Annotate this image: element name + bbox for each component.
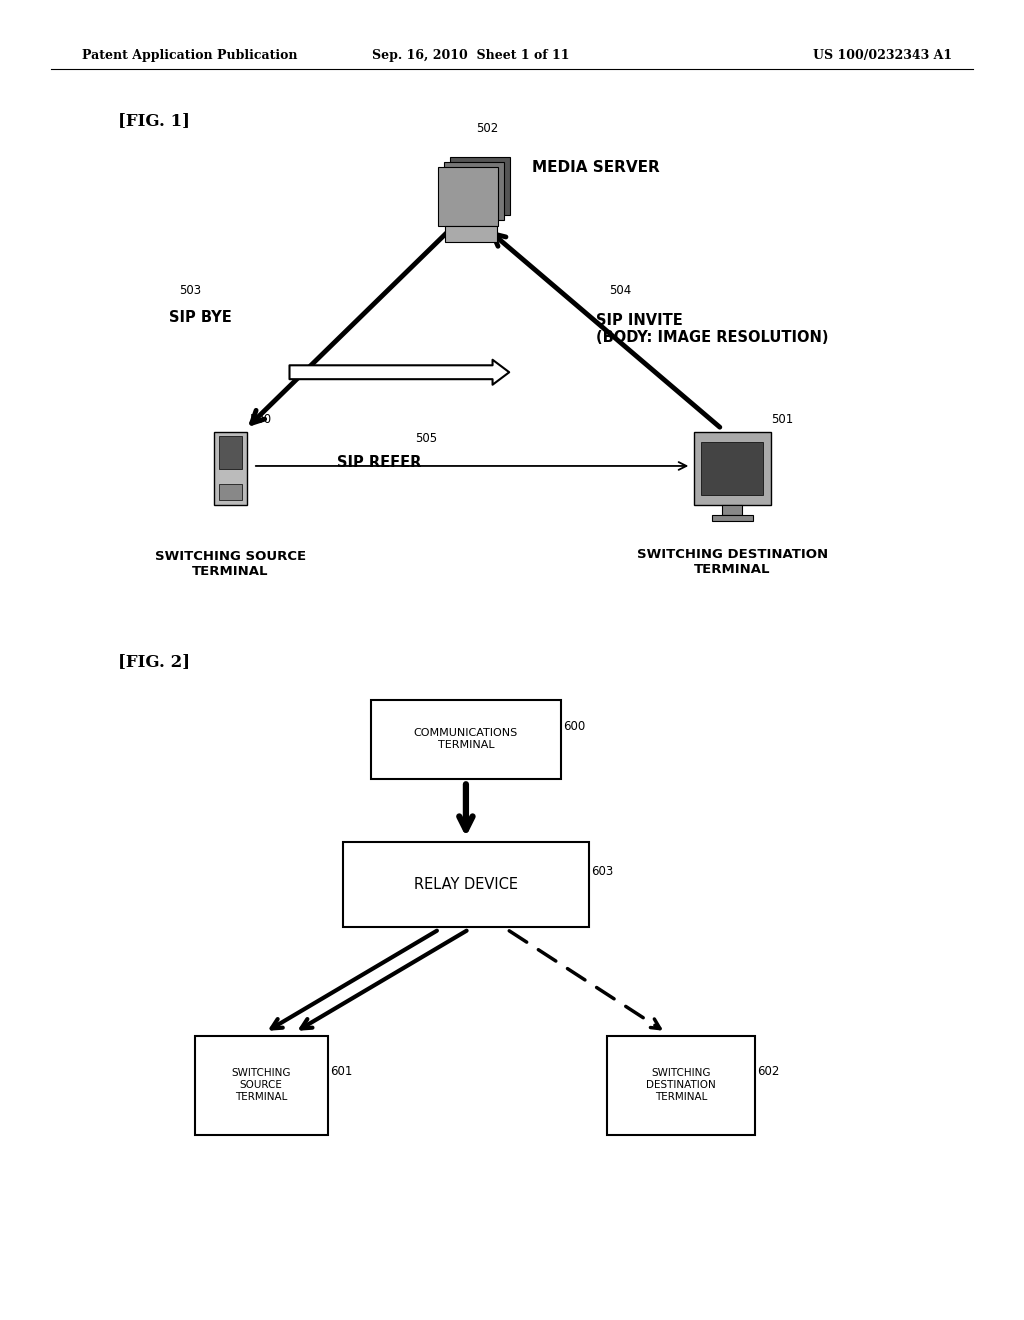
Text: SWITCHING
SOURCE
TERMINAL: SWITCHING SOURCE TERMINAL [231, 1068, 291, 1102]
Text: [FIG. 1]: [FIG. 1] [118, 112, 189, 129]
Text: [FIG. 2]: [FIG. 2] [118, 653, 189, 671]
Bar [606, 1036, 756, 1135]
Text: US 100/0232343 A1: US 100/0232343 A1 [813, 49, 952, 62]
Bar [694, 433, 770, 504]
Text: 602: 602 [757, 1065, 779, 1078]
Text: 503: 503 [179, 284, 202, 297]
Text: Patent Application Publication: Patent Application Publication [82, 49, 297, 62]
Text: 600: 600 [563, 719, 586, 733]
Text: 500: 500 [249, 413, 271, 426]
Text: COMMUNICATIONS
TERMINAL: COMMUNICATIONS TERMINAL [414, 729, 518, 750]
Text: Sep. 16, 2010  Sheet 1 of 11: Sep. 16, 2010 Sheet 1 of 11 [373, 49, 569, 62]
Bar [219, 436, 242, 469]
Text: SIP INVITE
(BODY: IMAGE RESOLUTION): SIP INVITE (BODY: IMAGE RESOLUTION) [596, 313, 828, 346]
Text: 601: 601 [330, 1065, 352, 1078]
Bar [343, 842, 589, 927]
Bar [712, 515, 753, 520]
Text: 504: 504 [609, 284, 632, 297]
Text: MEDIA SERVER: MEDIA SERVER [532, 160, 660, 176]
Text: SWITCHING DESTINATION
TERMINAL: SWITCHING DESTINATION TERMINAL [637, 548, 827, 576]
Bar [214, 433, 247, 504]
FancyArrowPatch shape [290, 360, 509, 384]
Text: SWITCHING
DESTINATION
TERMINAL: SWITCHING DESTINATION TERMINAL [646, 1068, 716, 1102]
Bar [372, 700, 561, 779]
Bar [195, 1036, 328, 1135]
Text: RELAY DEVICE: RELAY DEVICE [414, 876, 518, 892]
Text: 502: 502 [476, 121, 499, 135]
Bar [722, 504, 742, 515]
Bar [219, 483, 242, 499]
Bar [444, 162, 504, 220]
Bar [701, 442, 763, 495]
Text: 603: 603 [591, 865, 613, 878]
Text: SWITCHING SOURCE
TERMINAL: SWITCHING SOURCE TERMINAL [155, 550, 306, 578]
Text: SIP BYE: SIP BYE [169, 310, 231, 325]
Bar [438, 168, 498, 226]
Text: SIP REFER: SIP REFER [337, 455, 421, 470]
Bar [445, 226, 497, 242]
Text: 505: 505 [415, 432, 437, 445]
Bar [451, 157, 510, 215]
Text: 501: 501 [771, 413, 794, 426]
